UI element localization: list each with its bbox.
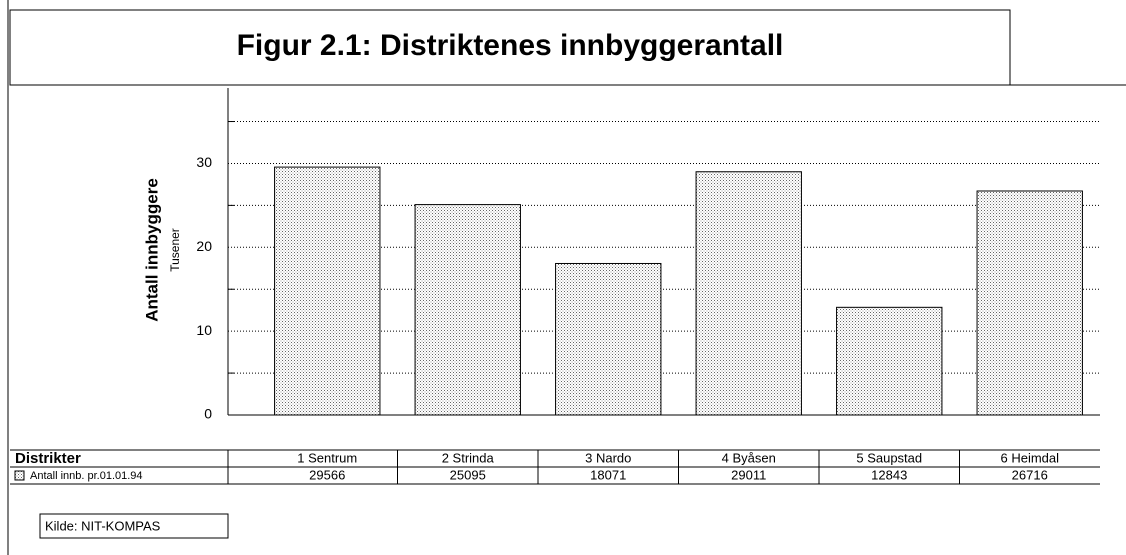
category-label: 6 Heimdal <box>1000 450 1059 465</box>
value-label: 25095 <box>450 467 486 482</box>
chart-title: Figur 2.1: Distriktenes innbyggerantall <box>237 29 784 62</box>
y-axis-label: Antall innbyggere <box>142 178 161 322</box>
y-tick-label: 0 <box>204 406 212 422</box>
bar <box>695 171 802 416</box>
category-label: 1 Sentrum <box>297 450 357 465</box>
value-label: 29011 <box>731 467 766 482</box>
value-label: 29566 <box>309 467 345 482</box>
category-label: 4 Byåsen <box>722 450 776 465</box>
legend-swatch <box>14 470 25 481</box>
bar <box>976 190 1083 416</box>
source: Kilde: NIT-KOMPAS <box>45 518 161 533</box>
category-label: 5 Saupstad <box>856 450 922 465</box>
category-label: 3 Nardo <box>585 450 631 465</box>
bar <box>414 204 521 416</box>
legend-entry: Antall innb. pr.01.01.94 <box>30 470 143 482</box>
title-box <box>9 9 1011 86</box>
bar <box>836 306 943 416</box>
source-box <box>39 513 229 539</box>
value-label: 26716 <box>1012 467 1048 482</box>
value-label: 18071 <box>590 467 626 482</box>
y-tick-label: 30 <box>196 154 212 170</box>
y-tick-label: 10 <box>196 322 212 338</box>
y-unit-label: Tusener <box>168 228 182 272</box>
value-label: 12843 <box>871 467 907 482</box>
bar <box>555 262 662 416</box>
category-label: 2 Strinda <box>442 450 495 465</box>
bar <box>274 166 381 416</box>
table-header: Distrikter <box>15 450 81 467</box>
y-tick-label: 20 <box>196 238 212 254</box>
